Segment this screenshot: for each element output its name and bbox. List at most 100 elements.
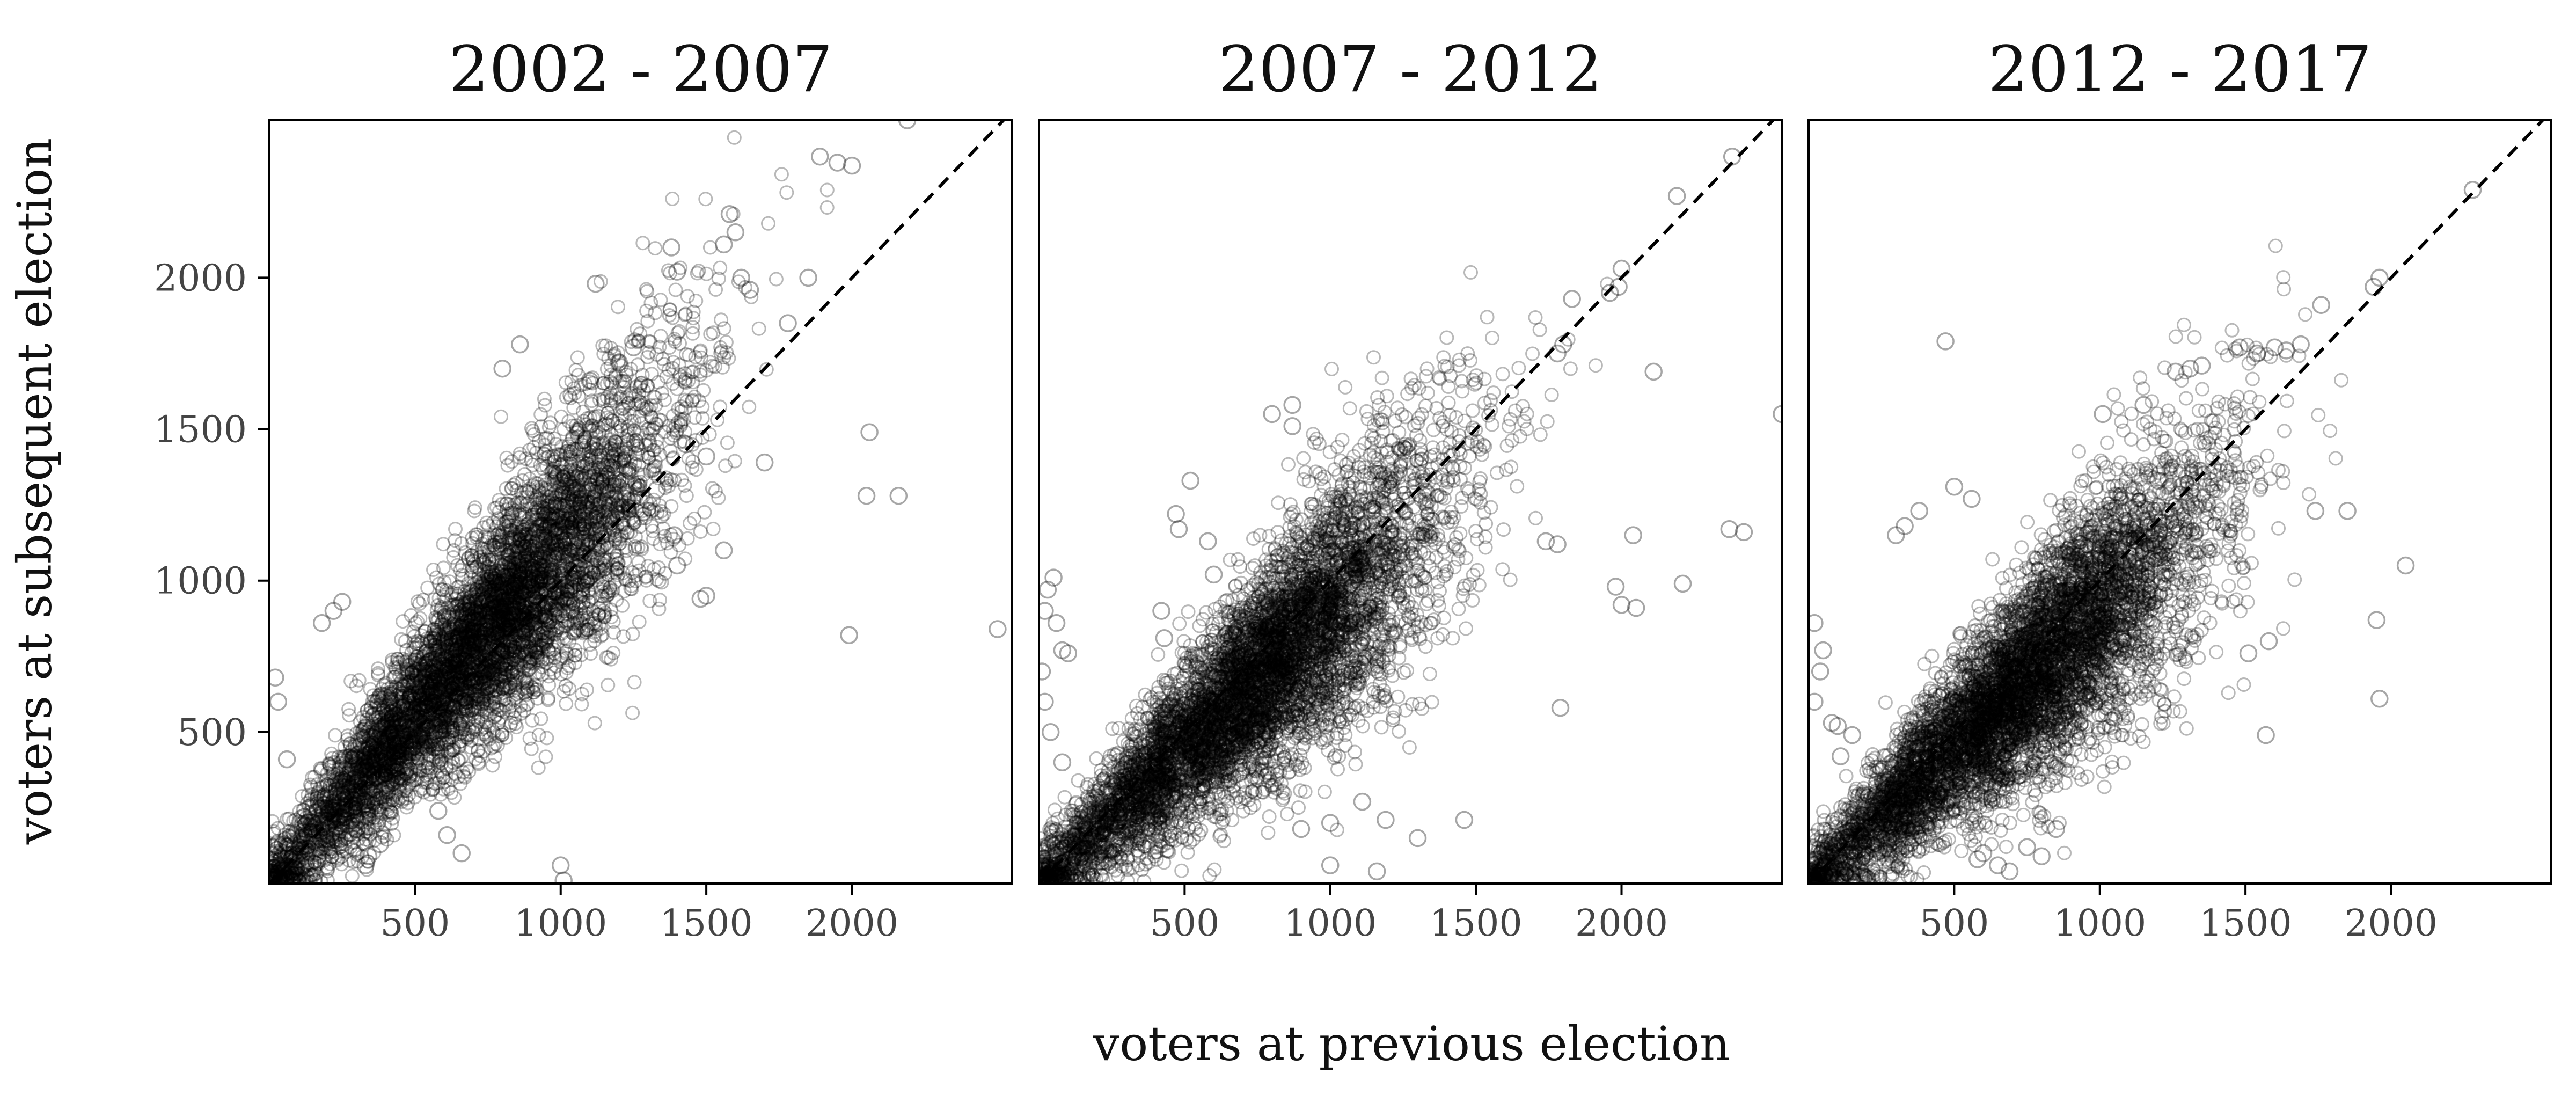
scatter-point: [539, 731, 554, 746]
scatter-point: [447, 670, 462, 685]
scatter-point: [406, 692, 421, 707]
scatter-point: [361, 785, 376, 799]
scatter-point: [477, 625, 492, 640]
scatter-point: [641, 334, 656, 349]
scatter-point: [359, 712, 374, 727]
scatter-point: [742, 399, 757, 414]
scatter-point: [413, 700, 428, 715]
scatter-point: [611, 556, 625, 571]
scatter-point: [581, 623, 595, 638]
scatter-point: [325, 814, 340, 829]
scatter-point: [617, 584, 632, 598]
scatter-point: [538, 431, 553, 446]
scatter-point: [462, 599, 477, 614]
scatter-point: [498, 662, 513, 677]
scatter-point: [499, 592, 514, 607]
scatter-point: [382, 692, 397, 707]
scatter-point: [375, 691, 390, 706]
scatter-point: [425, 675, 440, 690]
scatter-point: [575, 561, 590, 576]
scatter-point: [444, 647, 459, 662]
scatter-point: [464, 703, 479, 718]
scatter-point: [396, 678, 411, 693]
scatter-point: [290, 845, 304, 860]
scatter-point: [519, 698, 534, 713]
scatter-point: [499, 556, 514, 571]
scatter-point: [560, 583, 575, 598]
scatter-point: [469, 592, 484, 607]
scatter-point: [380, 730, 394, 745]
scatter-point: [411, 705, 426, 720]
scatter-point: [392, 698, 407, 713]
scatter-point: [443, 715, 458, 730]
scatter-point: [465, 702, 480, 717]
scatter-point: [601, 677, 616, 692]
scatter-point: [394, 686, 409, 700]
scatter-point: [677, 366, 692, 381]
scatter-point: [488, 661, 503, 676]
scatter-point: [751, 321, 766, 336]
scatter-point: [669, 425, 684, 440]
scatter-point: [487, 596, 502, 611]
scatter-point: [496, 591, 511, 605]
scatter-point: [611, 355, 626, 369]
scatter-point: [557, 594, 572, 609]
scatter-point: [387, 770, 401, 785]
scatter-point: [546, 535, 561, 550]
scatter-point: [504, 644, 519, 659]
scatter-point: [561, 513, 576, 528]
scatter-point: [491, 588, 506, 603]
scatter-point: [613, 419, 628, 434]
scatter-point: [633, 376, 648, 391]
scatter-point: [618, 375, 633, 390]
scatter-point: [340, 806, 355, 820]
scatter-point: [649, 347, 664, 362]
scatter-point: [434, 720, 449, 735]
scatter-point: [482, 600, 497, 615]
scatter-point: [427, 659, 442, 674]
scatter-point: [284, 864, 299, 879]
scatter-point: [524, 519, 539, 534]
scatter-point: [497, 667, 513, 682]
scatter-point: [293, 820, 308, 835]
scatter-point: [442, 725, 457, 740]
scatter-point: [372, 815, 386, 830]
scatter-point: [494, 557, 509, 572]
scatter-point: [545, 536, 560, 551]
scatter-point: [508, 640, 523, 655]
scatter-point: [622, 405, 637, 420]
scatter-point: [353, 756, 367, 771]
scatter-point: [469, 633, 484, 648]
scatter-point: [697, 505, 712, 520]
scatter-point: [456, 769, 471, 784]
scatter-point: [698, 192, 713, 207]
scatter-point: [516, 626, 531, 641]
scatter-point: [368, 833, 383, 848]
scatter-point: [313, 823, 328, 838]
scatter-point: [351, 821, 366, 836]
scatter-point: [450, 588, 465, 603]
scatter-point: [727, 130, 742, 145]
scatter-point: [566, 400, 581, 415]
scatter-point: [496, 598, 511, 613]
scatter-point: [295, 866, 310, 881]
scatter-point: [348, 750, 363, 765]
scatter-point: [333, 773, 347, 789]
scatter-point: [583, 522, 598, 537]
scatter-point: [531, 760, 546, 775]
scatter-point: [520, 622, 535, 637]
scatter-point: [380, 802, 396, 817]
scatter-point: [650, 505, 665, 520]
scatter-point: [561, 599, 576, 614]
scatter-point: [599, 390, 614, 405]
scatter-point: [522, 575, 537, 590]
scatter-point: [592, 497, 607, 512]
scatter-point: [328, 782, 343, 797]
scatter-point: [356, 746, 371, 761]
scatter-point: [439, 653, 454, 668]
scatter-point: [581, 532, 596, 548]
scatter-point: [411, 733, 426, 748]
scatter-point: [575, 404, 590, 419]
scatter-point: [485, 573, 500, 588]
scatter-point: [428, 675, 443, 690]
